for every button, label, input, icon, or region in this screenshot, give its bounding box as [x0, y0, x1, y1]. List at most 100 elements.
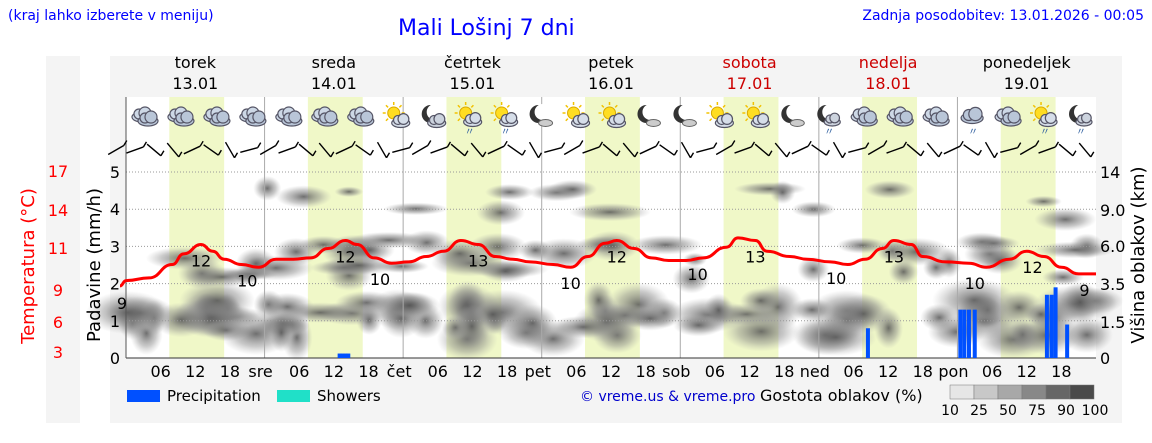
- partly-sunny-icon: [382, 102, 411, 129]
- precipitation-bar: [966, 309, 971, 358]
- wind-barb-icon: [791, 140, 812, 155]
- wind-barb-icon: [470, 142, 487, 158]
- cloud-density-blob: [584, 230, 641, 261]
- wind-barb-icon: [811, 144, 830, 156]
- cloud-density-blob: [548, 179, 598, 199]
- cloud-density-swatch: [997, 384, 1023, 400]
- day-date-label: 17.01: [727, 74, 773, 93]
- day-date-label: 16.01: [588, 74, 634, 93]
- temperature-label: 10: [687, 265, 707, 284]
- cloud-density-blob: [86, 290, 170, 335]
- cloud-density-blob: [888, 258, 919, 285]
- wind-barb-icon: [376, 141, 391, 159]
- cloud-density-blob: [321, 255, 397, 276]
- wind-barb-icon: [487, 140, 508, 155]
- cloud-height-tick-label: 0: [1100, 349, 1110, 368]
- wind-barb-icon: [166, 142, 183, 158]
- partly-sunny-icon: [742, 102, 770, 129]
- day-date-label: 19.01: [1004, 74, 1050, 93]
- precipitation-bar: [346, 353, 351, 358]
- night-clear-icon: [637, 104, 661, 127]
- cloud-density-legend-title: Gostota oblakov (%): [760, 386, 923, 405]
- precipitation-swatch: [127, 390, 160, 402]
- cloud-density-blob: [485, 184, 535, 201]
- wind-barb-icon: [318, 142, 335, 158]
- wind-barb-icon: [906, 143, 925, 157]
- cloudy-icon: [203, 106, 231, 127]
- wind-barb-icon: [392, 142, 414, 154]
- wind-barb-icon: [867, 140, 888, 156]
- x-tick-label: 18: [358, 362, 378, 381]
- cloud-density-blob: [1059, 281, 1101, 324]
- wind-barb-icon: [1038, 141, 1060, 154]
- precipitation-bar: [337, 353, 342, 358]
- day-date-label: 13.01: [172, 74, 218, 93]
- wind-barb-icon: [715, 140, 736, 156]
- cloud-density-swatch: [1021, 384, 1047, 400]
- temperature-label: 10: [370, 270, 390, 289]
- wind-barb-icon: [335, 140, 356, 155]
- partly-sunny-icon: [598, 102, 627, 129]
- wind-barb-icon: [848, 142, 870, 154]
- cloudy-icon: [347, 106, 375, 127]
- wind-barb-icon: [582, 141, 604, 154]
- menu-hint: (kraj lahko izberete v meniju): [8, 8, 214, 24]
- showers-swatch: [277, 390, 310, 402]
- svg-text:〃: 〃: [501, 127, 511, 138]
- cloud-height-tick-label: 3.5: [1100, 275, 1125, 294]
- day-name-label: ponedeljek: [983, 53, 1072, 72]
- wind-barb-icon: [224, 141, 239, 159]
- cloud-density-blob: [476, 199, 526, 226]
- x-tick-label: 12: [601, 362, 621, 381]
- night-clear-icon: [529, 104, 554, 127]
- precipitation-bar: [343, 353, 348, 358]
- temperature-label: 12: [335, 248, 355, 267]
- x-tick-label: 18: [1051, 362, 1071, 381]
- wind-barb-icon: [943, 140, 964, 155]
- x-tick-label: 18: [774, 362, 794, 381]
- night-clear-icon: [781, 104, 805, 127]
- svg-text:〃: 〃: [968, 127, 978, 138]
- x-tick-label: sob: [662, 362, 690, 381]
- cloud-density-blob: [298, 235, 349, 254]
- left-axis-panel: [46, 56, 80, 423]
- wind-barb-icon: [411, 140, 432, 156]
- wind-barb-icon: [926, 142, 943, 158]
- temperature-label: 10: [237, 272, 257, 291]
- wind-barb-icon: [146, 143, 165, 157]
- wind-barb-icon: [259, 140, 280, 156]
- x-tick-label: 18: [497, 362, 517, 381]
- night-rain-icon: 〃: [1069, 104, 1093, 138]
- day-name-label: torek: [175, 53, 217, 72]
- wind-barb-icon: [1000, 142, 1022, 154]
- precipitation-bar: [962, 309, 967, 358]
- x-tick-label: 12: [462, 362, 482, 381]
- wind-barb-icon: [183, 140, 204, 155]
- night-cloudy-icon: [421, 104, 447, 129]
- partly-sunny-rain-icon: 〃: [1030, 102, 1058, 138]
- wind-barb-icon: [544, 142, 566, 154]
- day-name-label: nedelja: [859, 53, 918, 72]
- cloud-density-blob: [518, 239, 553, 261]
- cloud-density-blob: [769, 180, 796, 205]
- cloudy-icon: [886, 106, 914, 127]
- temperature-label: 13: [745, 248, 765, 267]
- cloud-density-swatch: [949, 384, 975, 400]
- wind-barb-icon: [680, 141, 695, 159]
- cloudy-icon: [167, 106, 195, 127]
- temp-tick-label: 11: [48, 239, 68, 258]
- cloud-density-level: 90: [1057, 403, 1075, 419]
- temperature-label: 9: [1079, 281, 1089, 300]
- cloud-density-blob: [179, 280, 256, 321]
- cloud-density-blob: [864, 180, 916, 199]
- x-tick-label: 06: [843, 362, 863, 381]
- cloud-density-blob: [568, 202, 651, 222]
- x-tick-label: pet: [525, 362, 551, 381]
- day-name-label: četrtek: [444, 53, 502, 72]
- x-tick-label: 18: [635, 362, 655, 381]
- wind-barb-icon: [240, 142, 262, 154]
- night-rain-icon: 〃: [817, 104, 841, 138]
- cloud-density-blob: [253, 175, 282, 201]
- precipitation-bar: [340, 353, 345, 358]
- day-date-label: 18.01: [865, 74, 911, 93]
